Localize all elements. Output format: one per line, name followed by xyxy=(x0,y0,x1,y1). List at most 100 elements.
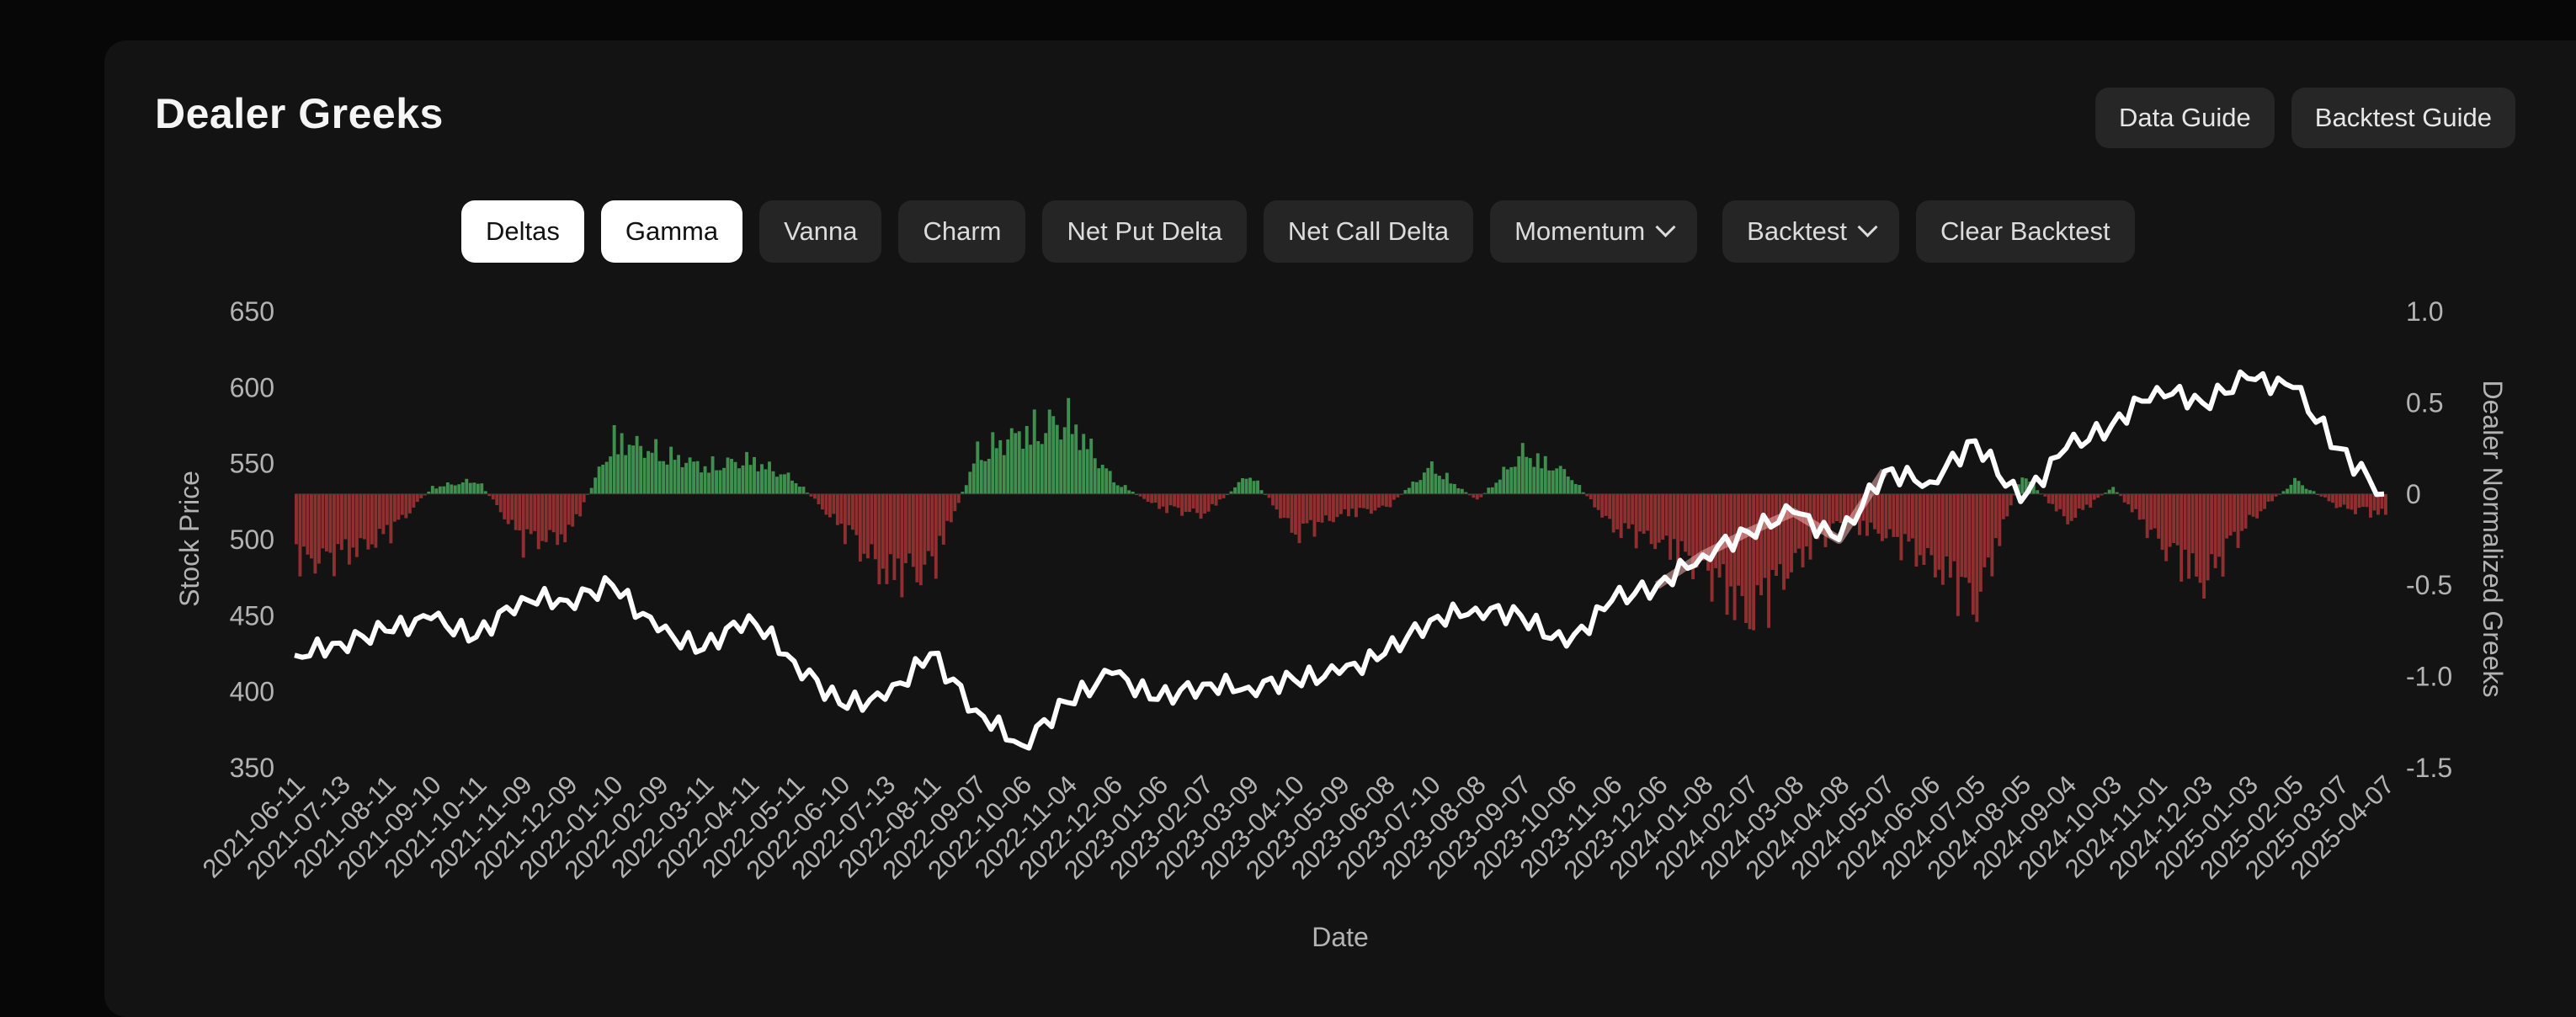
greek-bar xyxy=(2115,492,2119,494)
greek-bar xyxy=(2319,493,2323,497)
greek-bar xyxy=(824,493,828,515)
greek-bar xyxy=(624,455,628,494)
greek-bar xyxy=(1445,472,1449,494)
greek-bar xyxy=(412,493,416,508)
greek-bar xyxy=(1199,493,1203,519)
tab-charm[interactable]: Charm xyxy=(898,200,1026,263)
greek-bar xyxy=(809,493,813,497)
greek-bar xyxy=(366,493,370,550)
greek-bar xyxy=(1332,493,1335,523)
greek-bar xyxy=(1661,493,1665,540)
greek-bar xyxy=(1755,493,1759,586)
greek-bar xyxy=(885,493,889,584)
greek-bar xyxy=(407,493,412,514)
greek-bar xyxy=(2281,491,2286,494)
greek-bar xyxy=(1585,493,1589,497)
greek-bar xyxy=(1312,493,1317,537)
greek-bar xyxy=(1706,493,1711,571)
greek-bar xyxy=(2096,493,2100,498)
greek-bar xyxy=(1002,455,1006,494)
greek-bar xyxy=(1498,479,1502,494)
greek-bar xyxy=(1082,434,1086,494)
greek-bar xyxy=(1846,493,1850,522)
greek-bar xyxy=(1748,493,1752,630)
greek-bar xyxy=(1869,493,1873,523)
backtest-guide-button[interactable]: Backtest Guide xyxy=(2291,88,2515,148)
greek-bar xyxy=(718,470,722,494)
greek-bar xyxy=(1812,493,1816,532)
tab-label: Clear Backtest xyxy=(1940,216,2110,246)
greek-bar xyxy=(730,458,733,494)
greek-bar xyxy=(551,493,556,533)
tab-net-call-delta[interactable]: Net Call Delta xyxy=(1263,200,1474,263)
greek-bar xyxy=(930,493,934,556)
tab-vanna[interactable]: Vanna xyxy=(759,200,882,263)
greek-bar xyxy=(756,471,760,494)
greek-bar xyxy=(298,493,302,577)
tab-net-put-delta[interactable]: Net Put Delta xyxy=(1042,200,1247,263)
greek-bar xyxy=(945,493,950,521)
greek-bar xyxy=(753,456,756,494)
greek-bar xyxy=(1422,472,1426,494)
greek-bar xyxy=(695,461,700,494)
greek-bar xyxy=(1153,493,1158,503)
greek-bar xyxy=(2225,493,2229,539)
greek-bar xyxy=(2236,493,2240,548)
clear-backtest-button[interactable]: Clear Backtest xyxy=(1916,200,2135,263)
greek-bar xyxy=(582,493,586,503)
greek-bar xyxy=(2001,493,2005,519)
greek-bar xyxy=(1490,487,1494,494)
greek-bar xyxy=(1634,493,1638,549)
tab-label: Gamma xyxy=(625,216,719,246)
greek-bar xyxy=(1945,493,1949,556)
greek-bar xyxy=(870,493,874,545)
backtest-overlay xyxy=(1654,468,1888,589)
right-tick-label: 1.0 xyxy=(2406,296,2443,327)
greek-bar xyxy=(896,493,900,559)
greek-bar xyxy=(1211,493,1215,504)
greek-bar xyxy=(1244,478,1248,494)
greek-bar xyxy=(1555,468,1559,494)
greek-bar xyxy=(1646,493,1650,531)
greek-bar xyxy=(2054,493,2058,512)
greek-bar xyxy=(465,478,469,494)
greek-bar xyxy=(1684,493,1688,552)
greek-bar xyxy=(2130,493,2134,513)
tab-label: Momentum xyxy=(1514,216,1646,246)
greek-bar xyxy=(1596,493,1600,510)
greek-bar xyxy=(635,435,639,494)
greek-bar xyxy=(1657,493,1661,543)
greek-bar xyxy=(798,487,801,494)
greek-bar xyxy=(1346,493,1350,517)
greek-bar xyxy=(1547,470,1551,494)
greek-bar xyxy=(1608,493,1612,519)
backtest-dropdown[interactable]: Backtest xyxy=(1722,200,1900,263)
greek-bar xyxy=(1914,493,1919,567)
greek-bar xyxy=(1203,493,1207,514)
greek-bar xyxy=(2198,493,2202,583)
greek-bar xyxy=(518,493,522,531)
greek-bar xyxy=(1085,449,1089,494)
tab-deltas[interactable]: Deltas xyxy=(461,200,584,263)
right-y-axis: 1.0 0.5 0 -0.5 -1.0 -1.5 xyxy=(2406,296,2452,783)
greek-bar xyxy=(544,493,548,542)
greek-bar xyxy=(1763,493,1767,578)
greek-bar xyxy=(1475,493,1479,500)
greek-bar xyxy=(1373,493,1377,511)
greek-bar xyxy=(1078,450,1082,494)
data-guide-button[interactable]: Data Guide xyxy=(2094,88,2275,148)
greek-bar xyxy=(2342,493,2346,505)
greek-bar xyxy=(1952,493,1956,562)
greek-bar xyxy=(2297,481,2301,494)
greek-bar xyxy=(1184,493,1188,512)
greek-bar xyxy=(404,493,408,519)
greek-bar xyxy=(1248,477,1252,494)
greek-bar xyxy=(1717,493,1722,578)
greek-bar xyxy=(438,486,442,494)
momentum-dropdown[interactable]: Momentum xyxy=(1490,200,1698,263)
greek-bar xyxy=(2210,493,2214,555)
greek-bar xyxy=(2100,493,2104,496)
greek-bar xyxy=(1429,461,1434,494)
tab-gamma[interactable]: Gamma xyxy=(600,200,743,263)
left-tick-label: 450 xyxy=(230,600,274,631)
